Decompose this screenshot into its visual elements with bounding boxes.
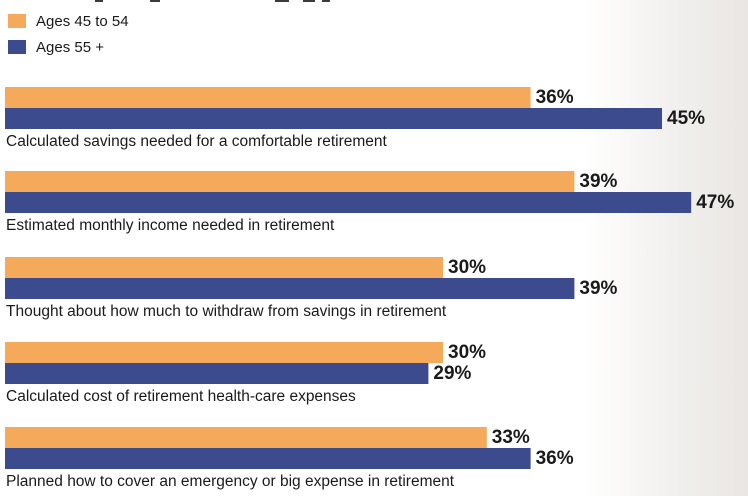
- chart-title-cropped: [0, 0, 620, 4]
- bar-ages-55-plus-3: [5, 363, 429, 384]
- value-label-ages-45-54-2: 30%: [448, 257, 486, 278]
- category-label-3: Calculated cost of retirement health-car…: [6, 388, 356, 405]
- value-label-ages-55-plus-4: 36%: [536, 448, 574, 469]
- value-label-ages-55-plus-2: 39%: [579, 278, 617, 299]
- value-label-ages-45-54-3: 30%: [448, 342, 486, 363]
- legend-swatch-ages-45-54: [8, 14, 26, 28]
- legend-label-ages-45-54: Ages 45 to 54: [36, 12, 129, 30]
- legend: Ages 45 to 54 Ages 55 +: [8, 8, 129, 60]
- legend-item-ages-45-54: Ages 45 to 54: [8, 8, 129, 34]
- category-label-2: Thought about how much to withdraw from …: [6, 303, 447, 320]
- value-label-ages-45-54-1: 39%: [579, 171, 617, 192]
- legend-swatch-ages-55-plus: [8, 40, 26, 54]
- bar-ages-55-plus-4: [5, 448, 531, 469]
- bar-ages-55-plus-1: [5, 192, 692, 213]
- legend-item-ages-55-plus: Ages 55 +: [8, 34, 129, 60]
- bar-ages-55-plus-2: [5, 278, 575, 299]
- value-label-ages-55-plus-1: 47%: [696, 192, 734, 213]
- bar-ages-45-54-1: [5, 171, 575, 192]
- bar-ages-45-54-3: [5, 342, 443, 363]
- legend-label-ages-55-plus: Ages 55 +: [36, 38, 104, 56]
- bar-ages-55-plus-0: [5, 108, 662, 129]
- bar-ages-45-54-2: [5, 257, 443, 278]
- title-cropped-glyphs: [95, 0, 330, 2]
- value-label-ages-55-plus-0: 45%: [667, 108, 705, 129]
- bar-ages-45-54-4: [5, 427, 487, 448]
- category-label-4: Planned how to cover an emergency or big…: [6, 473, 455, 490]
- value-label-ages-55-plus-3: 29%: [433, 363, 471, 384]
- category-label-1: Estimated monthly income needed in retir…: [6, 217, 335, 234]
- value-label-ages-45-54-4: 33%: [492, 427, 530, 448]
- value-label-ages-45-54-0: 36%: [536, 87, 574, 108]
- category-label-0: Calculated savings needed for a comforta…: [6, 133, 388, 150]
- bar-ages-45-54-0: [5, 87, 531, 108]
